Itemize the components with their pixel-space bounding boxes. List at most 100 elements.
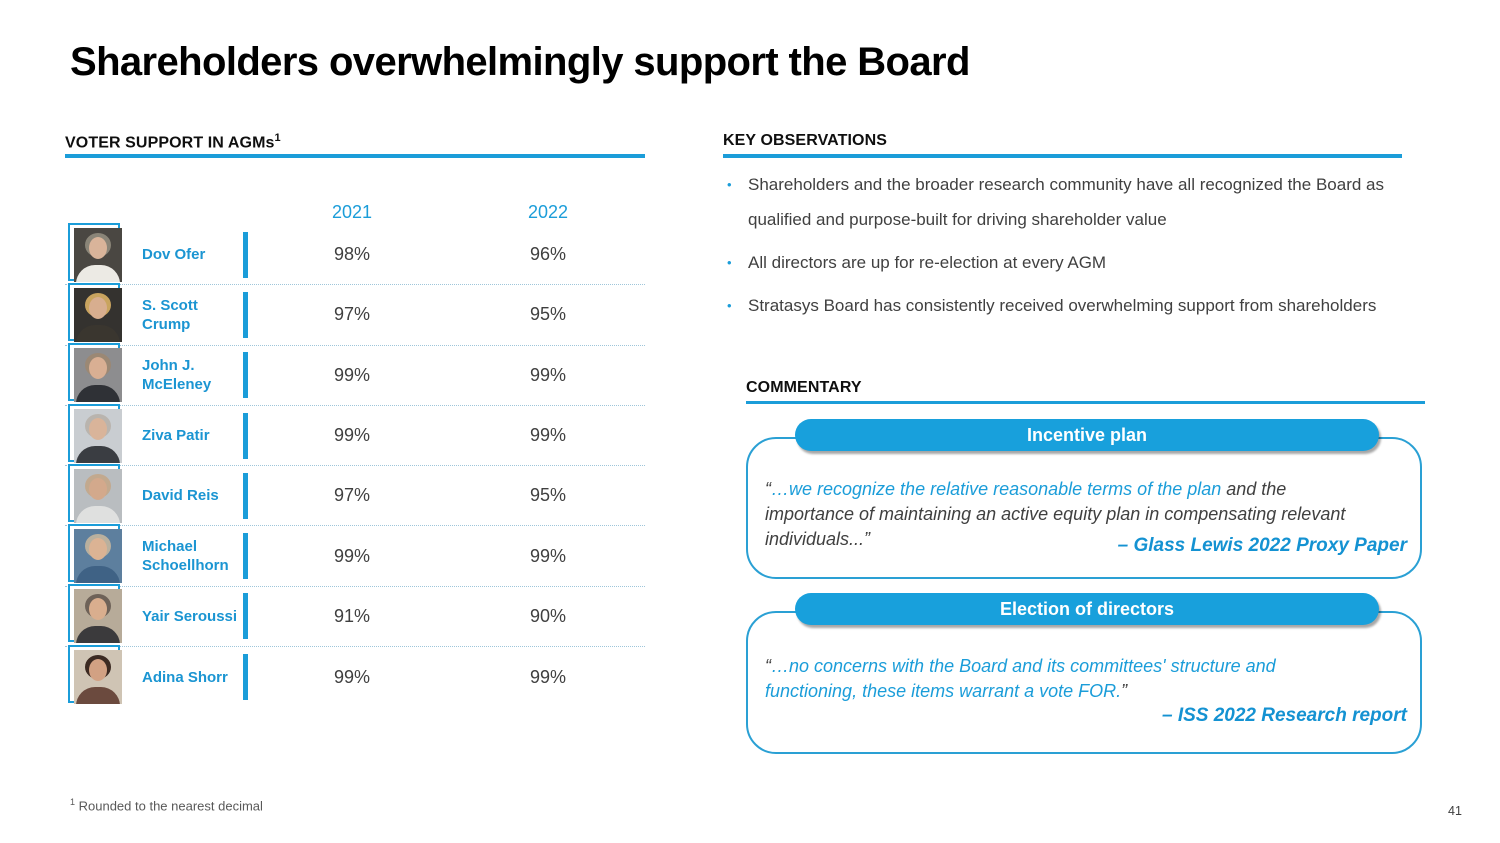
footnote-marker: 1 — [70, 797, 76, 807]
avatar — [74, 529, 122, 584]
commentary-rule — [746, 401, 1425, 404]
table-row: Adina Shorr 99% 99% — [65, 645, 645, 707]
director-photo — [68, 463, 122, 523]
avatar-torso — [76, 385, 120, 403]
avatar-torso — [76, 264, 120, 282]
support-2021: 97% — [333, 485, 371, 506]
support-2022: 96% — [529, 244, 567, 265]
director-photo — [68, 403, 122, 463]
director-photo — [68, 524, 122, 584]
page-title: Shareholders overwhelmingly support the … — [70, 40, 970, 84]
avatar — [74, 287, 122, 342]
avatar — [74, 650, 122, 705]
quote-attribution: – Glass Lewis 2022 Proxy Paper — [1117, 535, 1407, 556]
quote-highlight: …no concerns with the Board and its comm… — [765, 656, 1276, 701]
key-observations-rule — [723, 154, 1402, 158]
table-row: Dov Ofer 98% 96% — [65, 222, 645, 286]
avatar — [74, 589, 122, 644]
commentary-heading: COMMENTARY — [746, 379, 862, 396]
footnote-ref: 1 — [274, 132, 281, 144]
key-observations-heading: KEY OBSERVATIONS — [723, 132, 888, 149]
divider-bar — [243, 593, 248, 640]
director-photo — [68, 222, 122, 282]
column-2022: 2022 — [527, 202, 569, 222]
avatar-head — [89, 417, 107, 440]
avatar-torso — [76, 445, 120, 463]
support-2021: 99% — [333, 425, 371, 446]
key-observations-list: • Shareholders and the broader research … — [723, 167, 1415, 331]
divider-bar — [243, 291, 248, 338]
support-2021: 91% — [333, 605, 371, 626]
avatar — [74, 408, 122, 463]
commentary-box-election-of-directors: Election of directors “…no concerns with… — [746, 593, 1422, 754]
director-photo — [68, 282, 122, 342]
table-row: S. Scott Crump 97% 95% — [65, 282, 645, 346]
bullet-icon: • — [727, 298, 732, 313]
director-name: Ziva Patir — [142, 427, 210, 445]
avatar-head — [89, 357, 107, 380]
voter-support-rule — [65, 154, 645, 158]
divider-bar — [243, 412, 248, 459]
bullet-text: Stratasys Board has consistently receive… — [748, 296, 1377, 315]
column-2021: 2021 — [331, 202, 373, 222]
support-2021: 98% — [333, 244, 371, 265]
support-2022: 99% — [529, 425, 567, 446]
divider-bar — [243, 231, 248, 278]
quote-rest: and the importance of maintaining an act… — [765, 479, 1346, 549]
table-row: John J. McEleney 99% 99% — [65, 343, 645, 406]
avatar-torso — [76, 324, 120, 342]
director-name: Dov Ofer — [142, 246, 206, 264]
bullet-text: Shareholders and the broader research co… — [748, 175, 1384, 229]
director-name: S. Scott Crump — [142, 296, 198, 333]
list-item: • Shareholders and the broader research … — [723, 167, 1415, 237]
director-name: Michael Schoellhorn — [142, 538, 229, 575]
bullet-text: All directors are up for re-election at … — [748, 253, 1107, 272]
director-name: John J. McEleney — [142, 357, 212, 394]
director-photo — [68, 645, 122, 705]
support-2022: 99% — [529, 545, 567, 566]
footnote: 1 Rounded to the nearest decimal — [70, 797, 263, 813]
commentary-box-pill: Election of directors — [795, 593, 1379, 625]
footnote-text: Rounded to the nearest decimal — [75, 798, 263, 814]
director-photo — [68, 343, 122, 403]
voter-support-heading-text: VOTER SUPPORT IN AGMs — [65, 134, 275, 152]
avatar-head — [89, 659, 107, 682]
list-item: • All directors are up for re-election a… — [723, 245, 1415, 280]
avatar-torso — [76, 566, 120, 584]
support-2021: 99% — [333, 545, 371, 566]
table-row: David Reis 97% 95% — [65, 463, 645, 527]
avatar-head — [89, 296, 107, 319]
page-number: 41 — [1448, 804, 1462, 818]
support-2021: 99% — [333, 666, 371, 687]
quote-text: “…no concerns with the Board and its com… — [765, 654, 1371, 704]
support-2022: 99% — [529, 364, 567, 385]
quote-highlight: …we recognize the relative reasonable te… — [771, 479, 1222, 499]
quote-open: “ — [765, 656, 771, 676]
quote-rest: ” — [1121, 681, 1128, 701]
table-row: Yair Seroussi 91% 90% — [65, 584, 645, 648]
avatar — [74, 468, 122, 523]
support-2022: 95% — [529, 485, 567, 506]
director-name: Yair Seroussi — [142, 607, 238, 625]
divider-bar — [243, 352, 248, 399]
quote-text: “…we recognize the relative reasonable t… — [765, 477, 1371, 552]
support-2022: 90% — [529, 605, 567, 626]
quote-open: “ — [765, 479, 771, 499]
bullet-icon: • — [727, 255, 732, 270]
support-2022: 95% — [529, 304, 567, 325]
table-header-row: 2021 2022 — [65, 200, 645, 225]
support-2021: 99% — [333, 364, 371, 385]
avatar-head — [89, 538, 107, 561]
quote-attribution: – ISS 2022 Research report — [1161, 705, 1407, 726]
commentary-box-incentive-plan: Incentive plan “…we recognize the relati… — [746, 419, 1422, 579]
voter-support-heading: VOTER SUPPORT IN AGMs1 — [65, 132, 281, 152]
voter-support-table: 2021 2022 Dov Ofer 98% 96% S. Scott Crum… — [65, 200, 645, 707]
commentary-box-pill: Incentive plan — [795, 419, 1379, 451]
avatar — [74, 227, 122, 282]
director-name: David Reis — [142, 487, 219, 505]
avatar-torso — [76, 626, 120, 644]
list-item: • Stratasys Board has consistently recei… — [723, 288, 1415, 323]
divider-bar — [243, 654, 248, 701]
director-photo — [68, 584, 122, 644]
